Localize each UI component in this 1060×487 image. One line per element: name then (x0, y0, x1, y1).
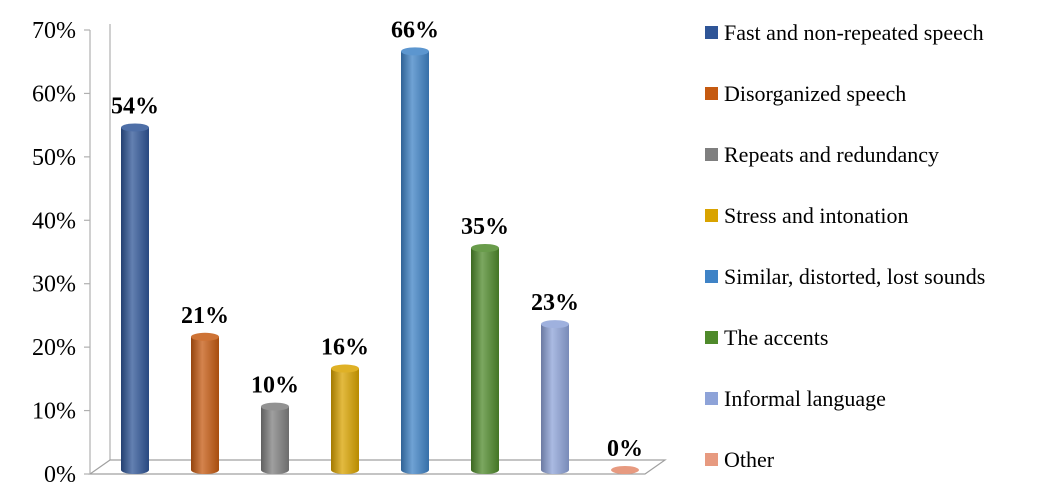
data-label-6: 35% (461, 214, 509, 240)
bar-body (541, 324, 569, 474)
legend-label: Repeats and redundancy (724, 142, 939, 167)
legend-item-2: Disorganized speech (705, 81, 906, 106)
legend-label: Similar, distorted, lost sounds (724, 264, 985, 289)
data-label-4: 16% (321, 335, 369, 361)
legend-label: Disorganized speech (724, 81, 906, 106)
data-labels: 54% 21% 10% 16% 66% 35% 23% 0% (111, 17, 643, 462)
bar-top (191, 332, 219, 341)
y-tick-label: 70% (32, 18, 76, 44)
legend-swatch (705, 331, 718, 344)
legend-label: Informal language (724, 386, 886, 411)
data-label-1: 54% (111, 93, 159, 119)
legend-swatch (705, 270, 718, 283)
legend-label: Other (724, 447, 775, 472)
bar-top (261, 402, 289, 411)
y-tick-label: 20% (32, 335, 76, 361)
bars (121, 47, 639, 474)
bar-2 (191, 332, 219, 474)
data-label-3: 10% (251, 373, 299, 399)
y-tick-label: 40% (32, 208, 76, 234)
legend-swatch (705, 87, 718, 100)
bar-top (611, 466, 639, 474)
axes (88, 24, 667, 475)
legend-swatch (705, 453, 718, 466)
legend-swatch (705, 26, 718, 39)
legend-item-6: The accents (705, 325, 828, 350)
bar-body (261, 406, 289, 474)
bar-4 (331, 364, 359, 474)
data-label-5: 66% (391, 17, 439, 43)
y-axis-ticks: 0% 10% 20% 30% 40% 50% 60% 70% (32, 18, 90, 487)
legend-item-3: Repeats and redundancy (705, 142, 939, 167)
bar-3 (261, 402, 289, 474)
bar-body (471, 248, 499, 474)
bar-top (471, 244, 499, 252)
bar-top (121, 123, 149, 132)
data-label-2: 21% (181, 303, 229, 329)
legend-item-4: Stress and intonation (705, 203, 909, 228)
bar-body (121, 127, 149, 474)
chart-floor (88, 459, 667, 475)
legend-item-5: Similar, distorted, lost sounds (705, 264, 985, 289)
y-tick-label: 10% (32, 399, 76, 425)
bar-7 (541, 320, 569, 474)
legend-label: Fast and non-repeated speech (724, 20, 984, 45)
y-tick-label: 50% (32, 145, 76, 171)
y-tick-label: 60% (32, 81, 76, 107)
legend-item-1: Fast and non-repeated speech (705, 20, 984, 45)
bar-body (331, 368, 359, 474)
legend-label: Stress and intonation (724, 203, 909, 228)
y-tick-label: 0% (44, 462, 76, 487)
bar-5 (401, 47, 429, 474)
data-label-8: 0% (607, 436, 643, 462)
legend: Fast and non-repeated speech Disorganized… (705, 20, 985, 472)
legend-swatch (705, 148, 718, 161)
bar-1 (121, 123, 149, 474)
bar-top (401, 47, 429, 56)
bar-top (331, 364, 359, 373)
data-label-7: 23% (531, 290, 579, 316)
y-tick-label: 30% (32, 272, 76, 298)
bar-6 (471, 244, 499, 474)
bar-body (401, 51, 429, 474)
bar-body (191, 336, 219, 474)
legend-swatch (705, 209, 718, 222)
legend-label: The accents (724, 325, 828, 350)
legend-swatch (705, 392, 718, 405)
bar-8 (611, 466, 639, 474)
legend-item-7: Informal language (705, 386, 886, 411)
legend-item-8: Other (705, 447, 775, 472)
bar-top (541, 320, 569, 329)
